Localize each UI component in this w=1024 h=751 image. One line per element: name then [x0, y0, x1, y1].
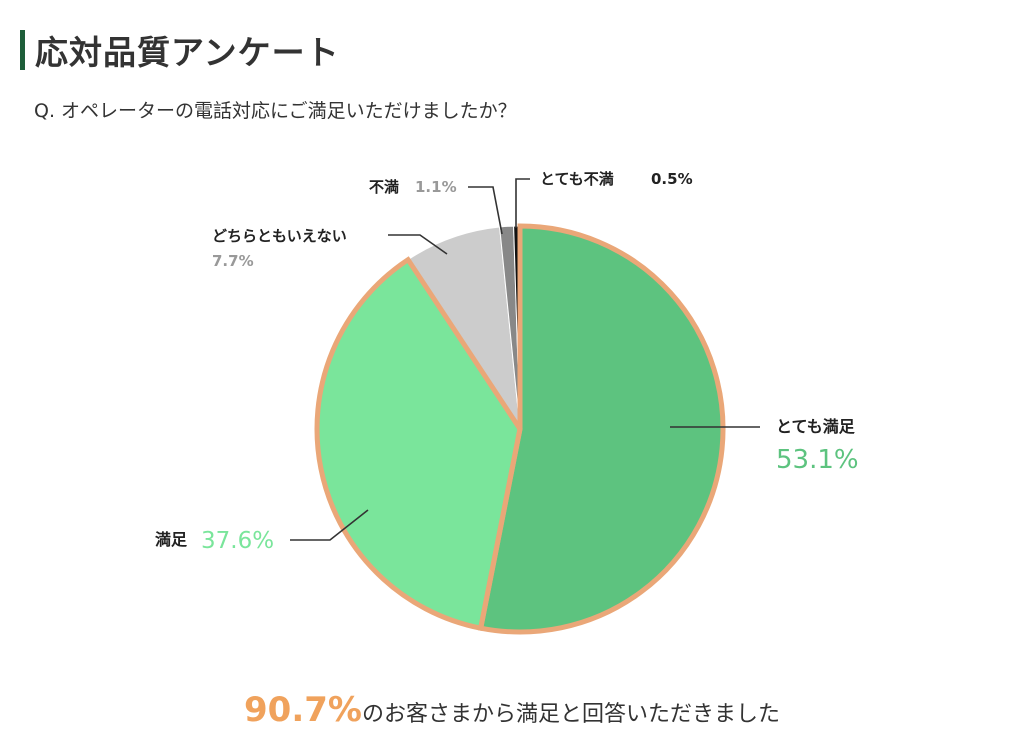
slice-label-1: 満足 — [155, 530, 188, 549]
title-block: 応対品質アンケート — [20, 26, 340, 74]
slice-label-4: とても不満 — [540, 170, 614, 188]
survey-question: Q. オペレーターの電話対応にご満足いただけましたか？ — [34, 100, 517, 122]
slice-value-label-2: 7.7% — [212, 252, 254, 270]
leader-line-4 — [515, 178, 530, 228]
slice-value-label-0: 53.1% — [776, 445, 859, 475]
slice-value-label-4: 0.5% — [651, 170, 693, 188]
slice-highlight-border-1 — [314, 256, 523, 632]
page-title: 応対品質アンケート — [35, 33, 340, 72]
leader-line-2 — [388, 234, 448, 255]
summary-footer: 90.7%のお客さまから満足と回答いただきました — [0, 690, 1024, 730]
title-accent-bar — [20, 30, 25, 70]
slice-label-2: どちらともいえない — [212, 227, 347, 245]
slice-value-label-3: 1.1% — [415, 178, 457, 196]
summary-percent: 90.7% — [244, 690, 362, 730]
slice-label-3: 不満 — [369, 178, 399, 196]
slice-label-0: とても満足 — [776, 417, 856, 436]
leader-line-3 — [468, 186, 503, 235]
summary-text: のお客さまから満足と回答いただきました — [361, 702, 780, 727]
slice-value-label-1: 37.6% — [201, 528, 274, 554]
leader-line-1 — [290, 509, 369, 541]
slice-highlight-border-0 — [477, 223, 726, 635]
